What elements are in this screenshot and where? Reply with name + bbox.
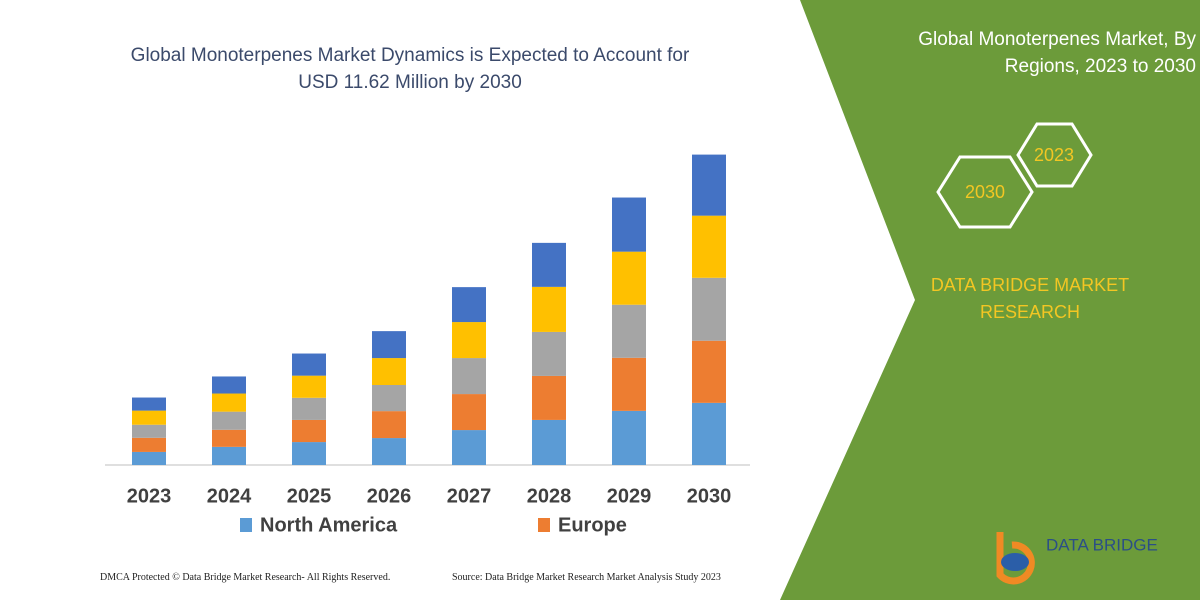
panel-title: Global Monoterpenes Market, By Regions, … [918, 29, 1196, 77]
bar-segment [372, 358, 406, 385]
logo-text: DATA BRIDGE [1046, 535, 1158, 554]
x-tick-label: 2025 [287, 485, 332, 507]
bar-segment [532, 286, 566, 332]
side-panel-bg [780, 0, 1200, 600]
bar-segment [532, 331, 566, 376]
x-tick-label: 2023 [127, 485, 172, 507]
bar-segment [612, 304, 646, 358]
bar-segment [612, 197, 646, 252]
footer-left: DMCA Protected © Data Bridge Market Rese… [100, 572, 391, 583]
hexagon [1016, 122, 1093, 188]
bar-segment [692, 154, 726, 216]
bar-segment [532, 242, 566, 287]
bar-segment [692, 215, 726, 278]
bar-segment [292, 442, 326, 465]
x-tick-label: 2028 [527, 485, 572, 507]
bar-segment [212, 393, 246, 412]
bar-segment [132, 424, 166, 438]
bar-segment [372, 331, 406, 359]
legend-swatch [538, 518, 550, 532]
bar-segment [292, 353, 326, 376]
bar-segment [132, 410, 166, 425]
bar-segment [372, 411, 406, 439]
bar-segment [452, 287, 486, 323]
bar-segment [372, 438, 406, 465]
bar-segment [612, 357, 646, 411]
bar-segment [452, 394, 486, 431]
bar-segment [452, 430, 486, 465]
bar-segment [372, 385, 406, 412]
bar-segment [212, 376, 246, 394]
bar-segment [292, 375, 326, 398]
x-tick-label: 2026 [367, 485, 412, 507]
bar-segment [292, 397, 326, 420]
x-tick-label: 2030 [687, 485, 732, 507]
bar-segment [452, 358, 486, 395]
hexagon [936, 155, 1034, 229]
bar-segment [692, 340, 726, 403]
legend-label: Europe [558, 514, 627, 536]
bar-segment [692, 402, 726, 465]
bar-segment [532, 419, 566, 465]
logo-mark [1001, 553, 1029, 571]
bar-segment [452, 322, 486, 359]
bar-segment [692, 277, 726, 341]
logo-mark [996, 532, 1035, 585]
x-tick-label: 2024 [207, 485, 252, 507]
footer-right: Source: Data Bridge Market Research Mark… [452, 572, 721, 583]
x-tick-label: 2027 [447, 485, 492, 507]
bar-segment [612, 410, 646, 465]
bar-segment [132, 397, 166, 411]
bar-segment [132, 451, 166, 465]
bar-segment [212, 446, 246, 465]
legend-swatch [240, 518, 252, 532]
bar-segment [212, 411, 246, 430]
bar-segment [132, 437, 166, 452]
bar-segment [212, 429, 246, 447]
chart-title: Global Monoterpenes Market Dynamics is E… [130, 45, 690, 93]
bar-segment [612, 251, 646, 305]
hex-label: 2023 [1034, 145, 1074, 165]
legend-label: North America [260, 514, 398, 536]
bar-segment [532, 375, 566, 420]
x-tick-label: 2029 [607, 485, 652, 507]
hex-label: 2030 [965, 182, 1005, 202]
brand: DATA BRIDGE MARKET RESEARCH [930, 275, 1130, 322]
bar-segment [292, 419, 326, 443]
